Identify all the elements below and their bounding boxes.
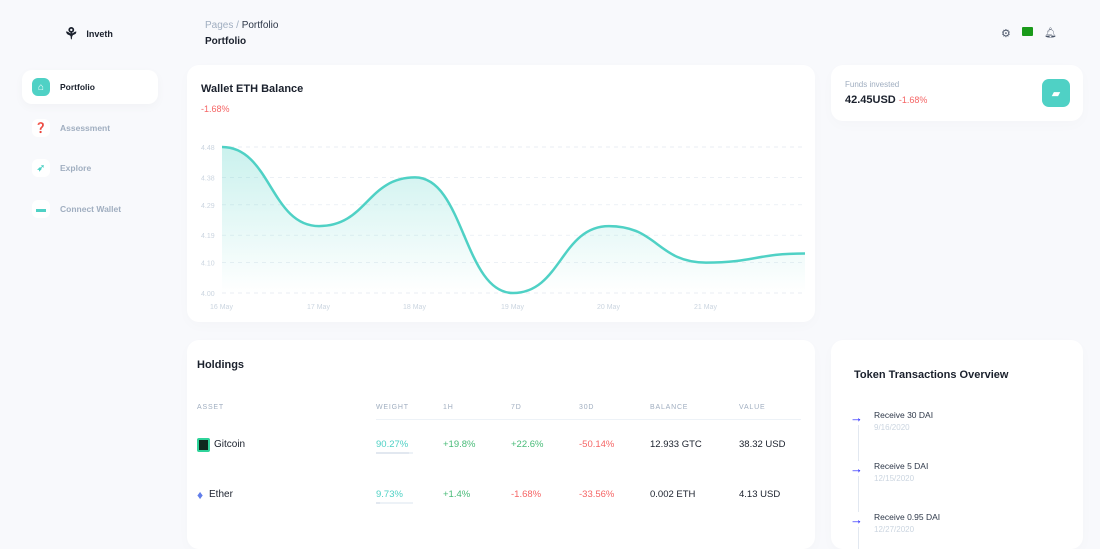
- balance-value: 12.933 GTC: [650, 439, 702, 450]
- brand-logo[interactable]: ⚘ Inveth: [64, 24, 113, 44]
- y-tick-label: 4.38: [201, 175, 215, 182]
- x-tick-label: 19 May: [501, 304, 524, 311]
- y-tick-label: 4.00: [201, 291, 215, 298]
- weight-value: 90.27%: [376, 439, 409, 450]
- balance-change: -1.68%: [201, 104, 230, 114]
- home-icon: ⌂: [32, 78, 50, 96]
- breadcrumb-current: Portfolio: [241, 20, 279, 31]
- sidebar-item-connect-wallet[interactable]: ▬ Connect Wallet: [22, 192, 158, 226]
- wallet-balance-card: Wallet ETH Balance -1.68% 4.00 4.10 4.19 4.…: [187, 65, 815, 322]
- funds-label: Funds invested: [845, 80, 900, 89]
- y-tick-label: 4.48: [201, 145, 215, 152]
- change-7d: +22.6%: [511, 439, 544, 450]
- y-tick-label: 4.29: [201, 203, 215, 210]
- funds-change: -1.68%: [898, 95, 928, 105]
- balance-chart: 4.00 4.10 4.19 4.29 4.38 4.48 16 May 17 May 18 M…: [201, 145, 806, 311]
- transaction-label[interactable]: Receive 5 DAI: [874, 461, 929, 471]
- column-header[interactable]: WEIGHT: [376, 404, 409, 411]
- x-tick-label: 17 May: [307, 304, 330, 311]
- sidebar-item-explore[interactable]: ➶ Explore: [22, 151, 158, 185]
- column-header[interactable]: VALUE: [739, 404, 766, 411]
- balance-value: 0.002 ETH: [650, 489, 696, 500]
- breadcrumb-root[interactable]: Pages: [205, 20, 234, 31]
- nav-label: Assessment: [60, 123, 111, 133]
- transaction-date: 9/16/2020: [874, 423, 910, 432]
- change-7d: -1.68%: [511, 489, 542, 500]
- nav-label: Explore: [60, 163, 92, 173]
- weight-bar: [376, 502, 413, 504]
- sidebar-item-assessment[interactable]: ❓ Assessment: [22, 111, 158, 145]
- ethereum-icon: ♦: [197, 488, 204, 502]
- plant-logo-icon: ⚘: [64, 26, 79, 43]
- nav-label: Connect Wallet: [60, 204, 122, 214]
- transaction-date: 12/27/2020: [874, 525, 915, 534]
- usd-value: 4.13 USD: [739, 489, 781, 500]
- column-header[interactable]: BALANCE: [650, 404, 689, 411]
- column-header[interactable]: 7D: [511, 404, 522, 411]
- x-tick-label: 16 May: [210, 304, 233, 311]
- transactions-title: Token Transactions Overview: [854, 369, 1009, 381]
- transaction-label[interactable]: Receive 30 DAI: [874, 410, 934, 420]
- arrow-right-icon: →: [850, 461, 863, 476]
- sidebar-item-portfolio[interactable]: ⌂ Portfolio: [22, 70, 158, 104]
- bell-icon[interactable]: 🔔︎: [1044, 28, 1057, 39]
- transactions-card: [831, 340, 1083, 549]
- wallet-icon[interactable]: [1022, 27, 1033, 36]
- change-30d: -33.56%: [579, 489, 615, 500]
- breadcrumb: Pages / Portfolio: [205, 20, 279, 31]
- funds-invested-card: Funds invested 42.45USD -1.68% ▰: [831, 65, 1083, 121]
- asset-name: Gitcoin: [214, 439, 246, 450]
- column-header[interactable]: 30D: [579, 404, 595, 411]
- transaction-label[interactable]: Receive 0.95 DAI: [874, 512, 941, 522]
- change-1h: +19.8%: [443, 439, 476, 450]
- gear-icon[interactable]: ⚙: [1001, 28, 1011, 40]
- credit-card-icon: ▬: [32, 200, 50, 218]
- holdings-card: [187, 340, 815, 549]
- change-30d: -50.14%: [579, 439, 615, 450]
- chart-area: [222, 147, 805, 293]
- transaction-date: 12/15/2020: [874, 474, 915, 483]
- nav-label: Portfolio: [60, 82, 95, 92]
- weight-bar: [376, 452, 413, 454]
- funds-value: 42.45USD: [845, 94, 896, 106]
- x-tick-label: 21 May: [694, 304, 717, 311]
- arrow-right-icon: →: [850, 512, 863, 527]
- page-title: Portfolio: [205, 36, 247, 47]
- divider: [376, 419, 801, 420]
- y-tick-label: 4.19: [201, 233, 215, 240]
- brand-name: Inveth: [86, 29, 113, 39]
- question-icon: ❓: [32, 119, 50, 137]
- rocket-icon: ➶: [32, 159, 50, 177]
- change-1h: +1.4%: [443, 489, 471, 500]
- card-title: Wallet ETH Balance: [201, 83, 304, 95]
- x-tick-label: 20 May: [597, 304, 620, 311]
- y-tick-label: 4.10: [201, 261, 215, 268]
- column-header[interactable]: 1H: [443, 404, 454, 411]
- holdings-title: Holdings: [197, 359, 245, 371]
- weight-value: 9.73%: [376, 489, 403, 500]
- x-tick-label: 18 May: [403, 304, 426, 311]
- usd-value: 38.32 USD: [739, 439, 786, 450]
- gitcoin-icon: [197, 438, 210, 452]
- arrow-right-icon: →: [850, 410, 863, 425]
- chart-line: [221, 145, 806, 295]
- asset-name: Ether: [209, 489, 233, 500]
- wallet-icon: ▰: [1042, 79, 1070, 107]
- column-header[interactable]: ASSET: [197, 404, 224, 411]
- timeline-line: [858, 425, 859, 549]
